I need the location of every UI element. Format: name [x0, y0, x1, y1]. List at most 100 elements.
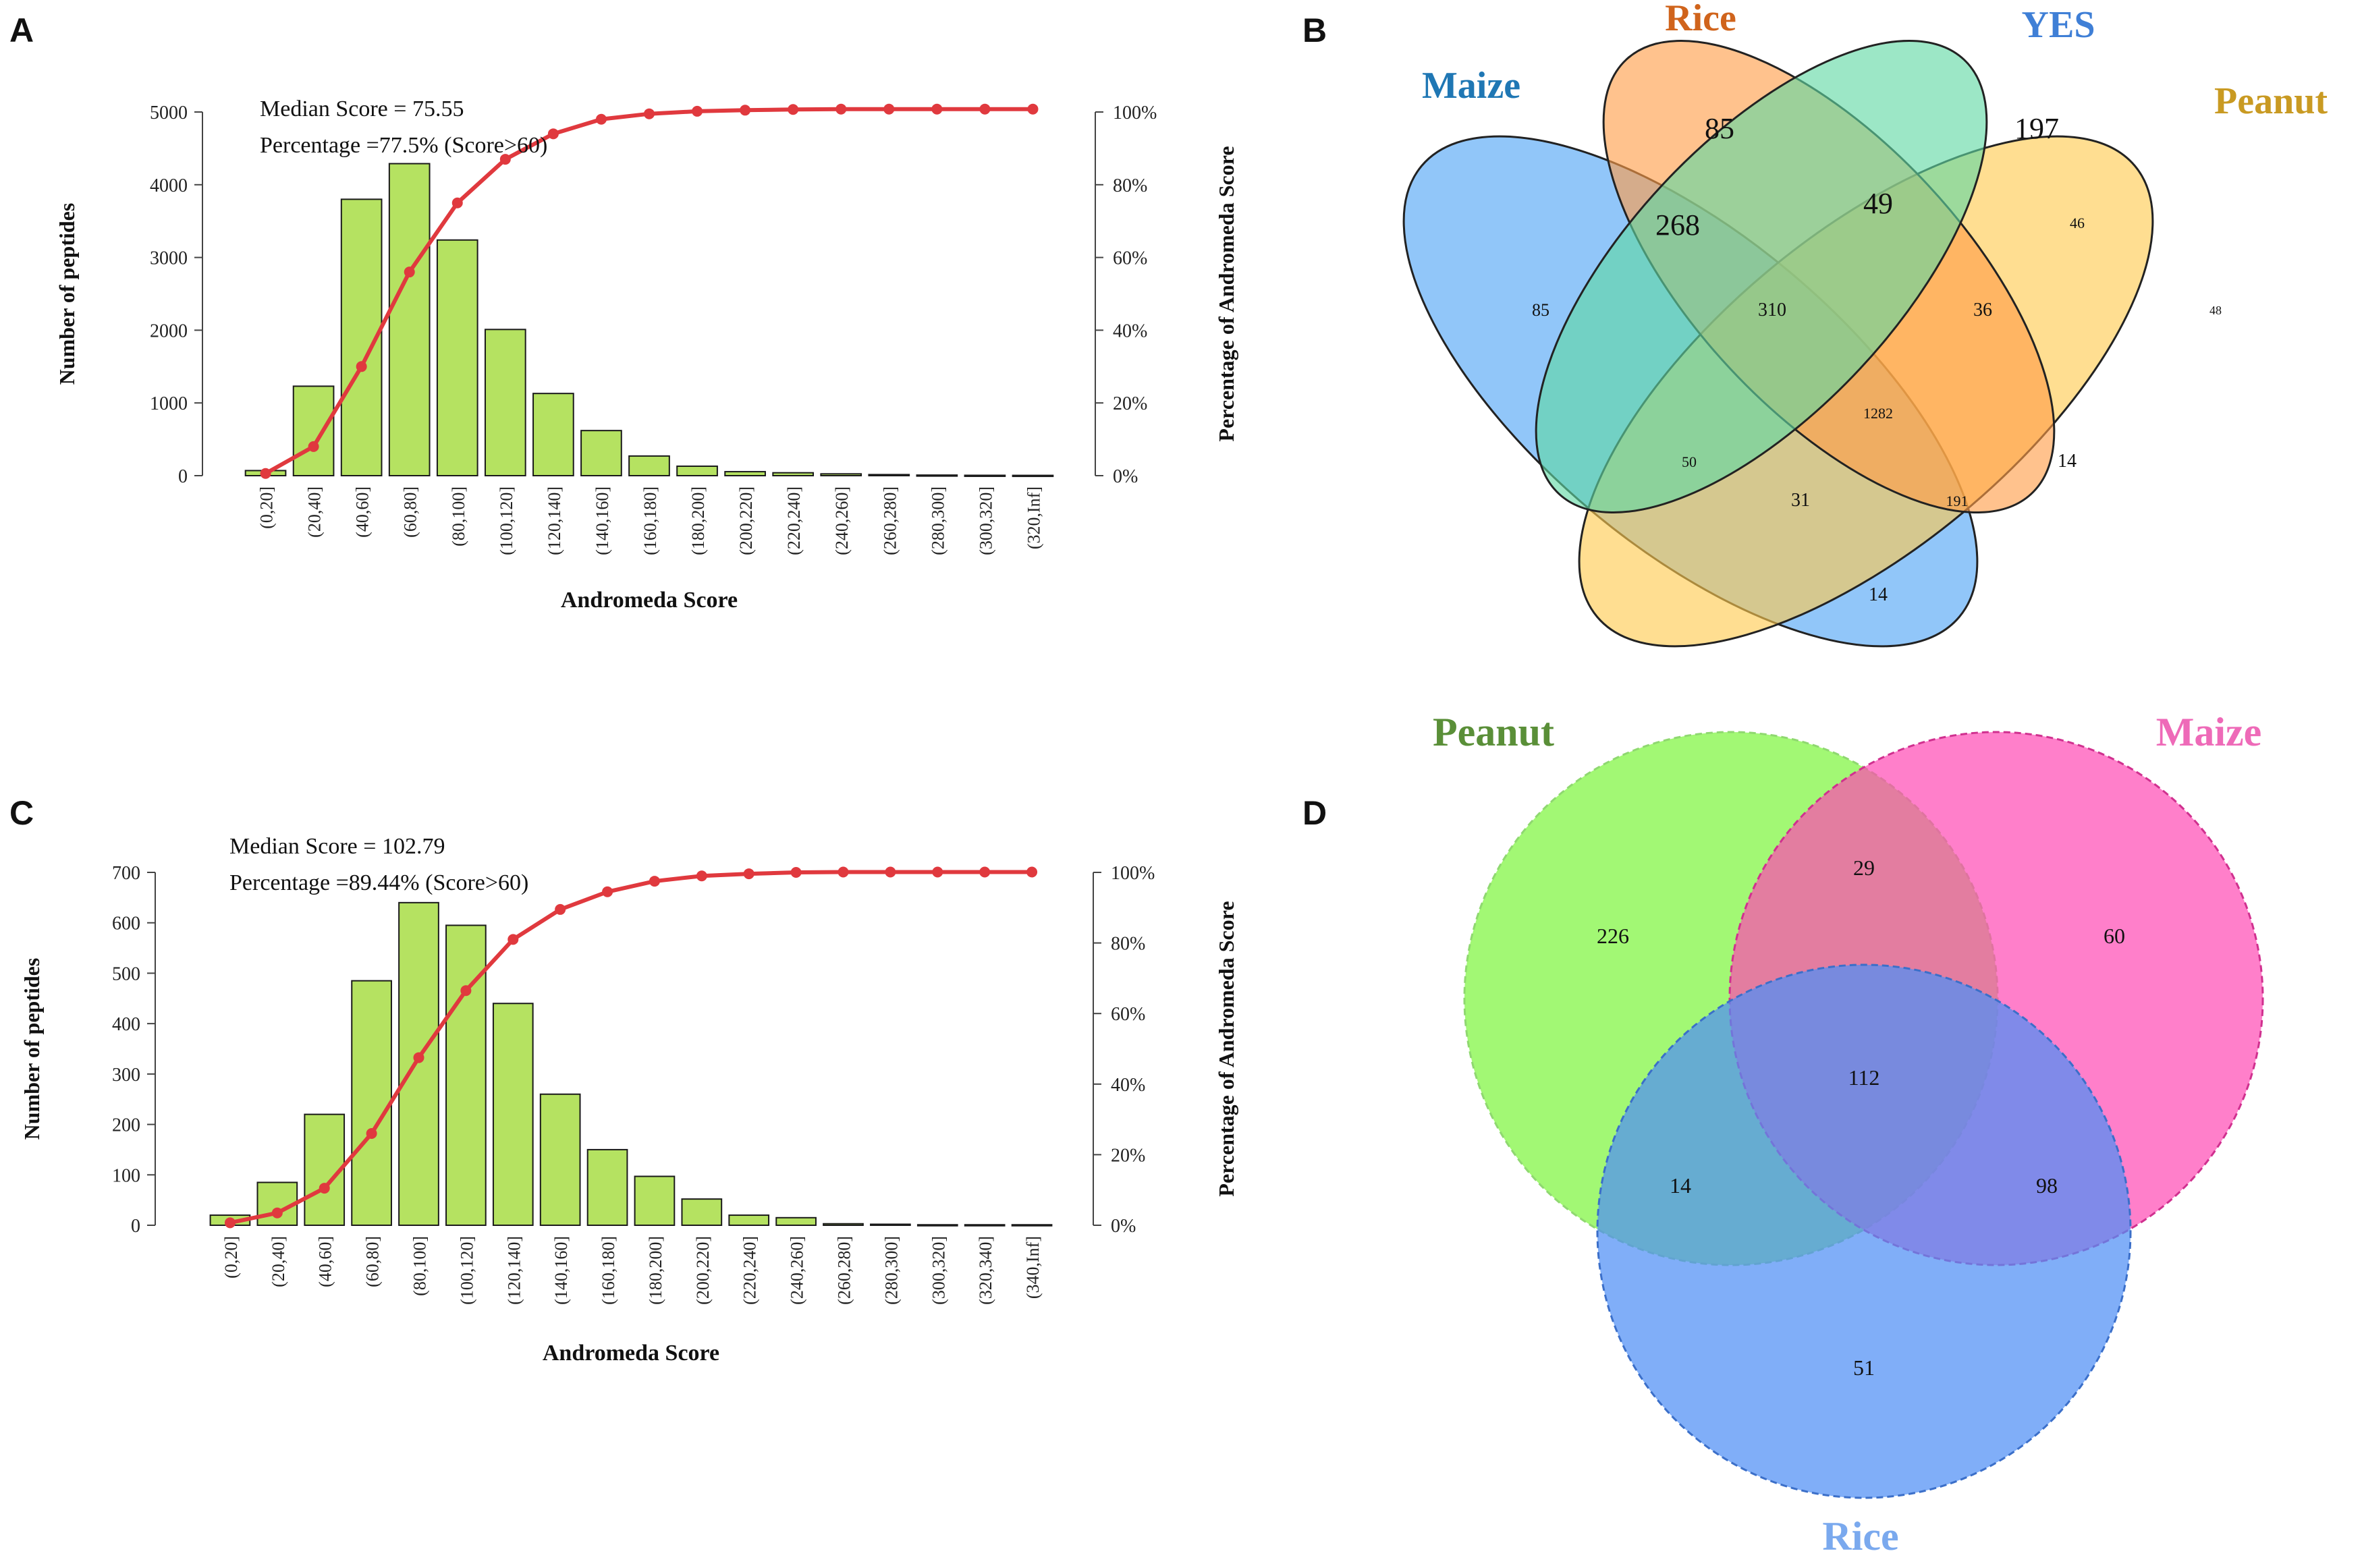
- chart-c-y2-tick-label: 60%: [1111, 1004, 1145, 1025]
- chart-a-x-tick-label: (40,60]: [353, 486, 373, 538]
- chart-a-y2-tick-label: 100%: [1113, 103, 1157, 123]
- chart-c-cumulative-point: [460, 985, 472, 997]
- venn-b-count-maize-yes: 50: [1682, 453, 1697, 470]
- chart-a-x-tick-label: (140,160]: [593, 486, 612, 555]
- chart-c-x-tick-label: (320,340]: [976, 1236, 995, 1305]
- venn-d-counts: 226 60 51 29 14 98 112: [1597, 856, 2125, 1380]
- venn-b-label-maize: Maize: [1422, 65, 1520, 107]
- chart-c-bar: [586, 1148, 628, 1227]
- chart-c-y-axis-title: Number of peptides: [20, 958, 44, 1140]
- chart-c-x-axis-title: Andromeda Score: [543, 1341, 719, 1366]
- chart-a-x-tick-label: (160,180]: [640, 486, 660, 555]
- chart-c-bar: [964, 1224, 1006, 1227]
- venn-b-count-rice-only: 85: [1705, 112, 1734, 145]
- venn-d-count-maize-rice: 98: [2036, 1173, 2058, 1198]
- chart-c-y-tick-label: 100: [112, 1165, 140, 1186]
- chart-c-cumulative-point: [979, 866, 991, 878]
- chart-a-annotation-line: Percentage =77.5% (Score>60): [260, 133, 547, 158]
- venn-b-count-yes-peanut: 46: [2070, 215, 2085, 231]
- chart-a-x-tick-label: (280,300]: [928, 486, 947, 555]
- venn-d-label-peanut: Peanut: [1433, 710, 1554, 754]
- chart-a-y2-tick-label: 40%: [1113, 320, 1147, 341]
- chart-a-x-tick-label: (220,240]: [784, 486, 804, 555]
- panel-label-b: B: [1302, 11, 1327, 49]
- histogram-chart-a: 0 1000 2000 3000 4000 5000 0% 20% 40% 60% 80% 100% (…: [55, 96, 1238, 613]
- chart-c-cumulative-point: [743, 868, 754, 880]
- chart-c-x-tick-label: (80,100]: [410, 1236, 430, 1296]
- chart-a-bar: [436, 239, 478, 476]
- chart-a-bar: [820, 473, 862, 476]
- chart-c-x-tick-label: (200,220]: [693, 1236, 713, 1305]
- chart-c-cumulative-point: [224, 1217, 236, 1229]
- chart-a-cumulative-point: [692, 105, 703, 117]
- chart-c-cumulative-point: [271, 1207, 283, 1219]
- venn-d-count-peanut-rice: 14: [1670, 1173, 1691, 1198]
- venn-b-count-maize-rice-yes: 310: [1758, 300, 1786, 320]
- chart-c-x-tick-label: (140,160]: [551, 1236, 571, 1305]
- chart-a-y-tick-label: 4000: [150, 175, 188, 196]
- chart-c-bar: [728, 1214, 770, 1226]
- chart-c-x-tick-label: (0,20]: [221, 1236, 241, 1279]
- chart-a-x-tick-label: (0,20]: [257, 486, 277, 529]
- venn-b-count-maize-yes-peanut: 31: [1791, 490, 1810, 511]
- chart-a-cumulative-point: [644, 108, 655, 119]
- chart-a-bar: [772, 472, 815, 476]
- chart-c-x-tick-label: (160,180]: [599, 1236, 618, 1305]
- chart-c-y-tick-label: 0: [131, 1216, 140, 1237]
- chart-a-cumulative-point: [883, 103, 895, 115]
- chart-c-y2-tick-label: 20%: [1111, 1145, 1145, 1166]
- chart-a-y-axis-title: Number of peptides: [55, 203, 79, 385]
- chart-c-cumulative-point: [649, 876, 660, 887]
- chart-a-cumulative-point: [835, 103, 847, 115]
- venn-b-counts: 85 85 197 48 268 49 46 310 36 1282 50 14…: [1532, 112, 2222, 605]
- chart-a-x-tick-label: (200,220]: [736, 486, 756, 555]
- chart-a-y-tick-label: 5000: [150, 103, 188, 123]
- chart-c-cumulative-line: [229, 870, 1033, 1225]
- venn-b-count-rice-yes: 49: [1863, 187, 1893, 220]
- chart-c-y-tick-label: 500: [112, 963, 140, 984]
- venn-b-count-peanut-only: 48: [2209, 304, 2222, 317]
- chart-a-y-tick-label: 0: [178, 466, 188, 487]
- chart-c-bar: [634, 1175, 676, 1226]
- chart-a-cumulative-point: [451, 197, 463, 208]
- chart-a-x-tick-label: (20,40]: [305, 486, 325, 538]
- chart-a-y2-axis-title: Percentage of Andromeda Score: [1214, 146, 1238, 441]
- chart-c-cumulative-point: [602, 886, 613, 897]
- venn-diagram-d: Peanut Maize Rice 226 60 51 29 14 98 112: [1433, 710, 2264, 1559]
- chart-a-x-tick-label: (120,140]: [545, 486, 564, 555]
- chart-a-cumulative-point: [740, 105, 751, 116]
- chart-c-cumulative-point: [790, 867, 802, 878]
- venn-diagram-b: Maize Rice YES Peanut 85 85 197 48 268 4…: [1402, 0, 2328, 648]
- panel-label-a: A: [9, 11, 34, 49]
- chart-c-x-tick-label: (40,60]: [316, 1236, 335, 1287]
- venn-b-label-peanut: Peanut: [2214, 80, 2328, 122]
- chart-a-y-tick-label: 2000: [150, 320, 188, 341]
- venn-b-label-yes: YES: [2022, 4, 2095, 46]
- chart-a-cumulative-point: [499, 154, 511, 165]
- venn-d-count-rice-only: 51: [1853, 1355, 1875, 1380]
- venn-d-count-peanut-maize: 29: [1853, 856, 1875, 880]
- chart-c-y-tick-label: 400: [112, 1014, 140, 1035]
- chart-a-bar: [388, 163, 431, 476]
- chart-c-x-tick-label: (300,320]: [929, 1236, 948, 1305]
- chart-a-y-tick-label: 3000: [150, 248, 188, 269]
- chart-a-x-axis-title: Andromeda Score: [561, 588, 738, 613]
- chart-c-cumulative-point: [507, 934, 519, 945]
- chart-c-cumulative-point: [413, 1052, 424, 1063]
- chart-c-annotation-line: Median Score = 102.79: [229, 834, 445, 859]
- chart-a-y2-tick-label: 80%: [1113, 175, 1147, 196]
- chart-a-cumulative-point: [1027, 103, 1039, 115]
- venn-b-count-rice-peanut: 14: [2058, 451, 2077, 472]
- chart-a-cumulative-point: [356, 361, 367, 372]
- chart-a-bar: [580, 430, 622, 476]
- chart-c-x-tick-label: (120,140]: [504, 1236, 524, 1305]
- chart-a-x-tick-label: (320,Inf]: [1024, 486, 1043, 549]
- chart-a-bar: [868, 474, 910, 476]
- chart-c-bar: [351, 980, 392, 1227]
- chart-c-y-tick-label: 200: [112, 1115, 140, 1136]
- chart-c-y2-tick-label: 40%: [1111, 1075, 1145, 1096]
- venn-d-count-maize-only: 60: [2104, 924, 2125, 948]
- chart-a-y2-tick-label: 0%: [1113, 466, 1138, 487]
- chart-a-x-tick-label: (100,120]: [497, 486, 516, 555]
- chart-c-y2-tick-label: 0%: [1111, 1216, 1136, 1237]
